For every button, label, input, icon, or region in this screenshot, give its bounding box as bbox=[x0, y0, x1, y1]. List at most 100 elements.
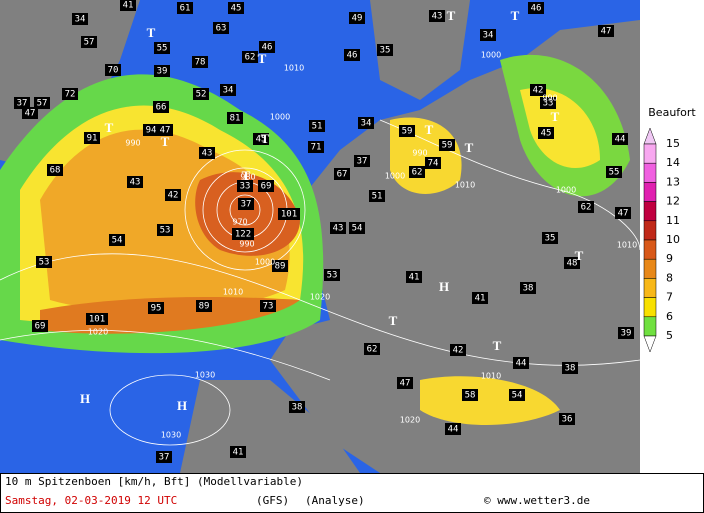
legend-level: 14 bbox=[666, 156, 680, 169]
legend-swatch bbox=[643, 258, 657, 279]
wind-label-box bbox=[157, 124, 173, 136]
wind-zone-10 bbox=[195, 172, 300, 256]
wind-zone-med bbox=[420, 376, 560, 425]
wind-label-box bbox=[358, 117, 374, 129]
legend-level: 10 bbox=[666, 233, 680, 246]
isobar-label: 1010 bbox=[481, 372, 501, 381]
wind-label: 69 bbox=[261, 182, 272, 192]
wind-label: 46 bbox=[531, 4, 542, 14]
wind-label-box bbox=[598, 25, 614, 37]
wind-label: 62 bbox=[367, 345, 378, 355]
wind-label: 35 bbox=[545, 234, 556, 244]
land-scandinavia bbox=[370, 0, 470, 100]
isobar-label: 990 bbox=[239, 240, 254, 249]
wind-label-box bbox=[260, 300, 276, 312]
footer-title: 10 m Spitzenboen [km/h, Bft] (Modellvari… bbox=[5, 475, 303, 488]
wind-label: 101 bbox=[89, 315, 105, 325]
wind-label-box bbox=[196, 300, 212, 312]
pressure-system: T bbox=[465, 140, 474, 155]
footer-run: (Analyse) bbox=[305, 494, 365, 507]
wind-label-box bbox=[220, 84, 236, 96]
wind-label: 91 bbox=[87, 134, 98, 144]
wind-label-box bbox=[154, 65, 170, 77]
wind-label: 54 bbox=[512, 391, 523, 401]
wind-label: 44 bbox=[516, 359, 527, 369]
wind-label-box bbox=[228, 2, 244, 14]
wind-label-box bbox=[154, 42, 170, 54]
wind-label-box bbox=[509, 389, 525, 401]
footer-credit: © www.wetter3.de bbox=[484, 494, 590, 507]
legend-level: 7 bbox=[666, 291, 673, 304]
wind-label-box bbox=[232, 228, 254, 240]
wind-label: 37 bbox=[241, 200, 252, 210]
pressure-system: T bbox=[261, 131, 270, 146]
wind-label-box bbox=[308, 141, 324, 153]
wind-label: 47 bbox=[400, 379, 411, 389]
wind-label-box bbox=[153, 101, 169, 113]
legend-level: 12 bbox=[666, 195, 680, 208]
wind-label: 54 bbox=[112, 236, 123, 246]
legend-level: 8 bbox=[666, 271, 673, 284]
wind-label-box bbox=[253, 133, 269, 145]
legend-bottom-arrow bbox=[643, 335, 657, 353]
wind-label: 43 bbox=[202, 149, 213, 159]
wind-label-box bbox=[62, 88, 78, 100]
wind-label: 67 bbox=[337, 170, 348, 180]
wind-label-box bbox=[369, 190, 385, 202]
wind-label: 94 bbox=[146, 126, 157, 136]
wind-label: 43 bbox=[333, 224, 344, 234]
wind-label-box bbox=[259, 41, 275, 53]
wind-label-box bbox=[542, 232, 558, 244]
wind-label: 71 bbox=[311, 143, 322, 153]
footer-date: Samstag, 02-03-2019 12 UTC bbox=[5, 494, 177, 507]
wind-label: 46 bbox=[262, 43, 273, 53]
wind-label-box bbox=[615, 207, 631, 219]
isobar-label: 1000 bbox=[556, 186, 576, 195]
wind-label: 70 bbox=[108, 66, 119, 76]
wind-label-box bbox=[109, 234, 125, 246]
pressure-system: T bbox=[105, 120, 114, 135]
land-africa bbox=[180, 380, 360, 473]
wind-label: 62 bbox=[581, 203, 592, 213]
wind-label: 95 bbox=[151, 304, 162, 314]
wind-label-box bbox=[618, 327, 634, 339]
wind-label-box bbox=[439, 139, 455, 151]
wind-label-box bbox=[165, 189, 181, 201]
wind-label: 38 bbox=[565, 364, 576, 374]
wind-label: 35 bbox=[380, 46, 391, 56]
isobar-label: 1000 bbox=[270, 113, 290, 122]
wind-label: 57 bbox=[84, 38, 95, 48]
isobar-label: 1020 bbox=[310, 293, 330, 302]
wind-label-box bbox=[540, 97, 556, 109]
wind-label: 59 bbox=[442, 141, 453, 151]
wind-label: 37 bbox=[159, 453, 170, 463]
wind-label-box bbox=[272, 260, 288, 272]
isobar-label: 1030 bbox=[161, 431, 181, 440]
wind-label-box bbox=[309, 120, 325, 132]
wind-label-box bbox=[364, 343, 380, 355]
wind-label-box bbox=[120, 0, 136, 11]
wind-label: 52 bbox=[196, 90, 207, 100]
isobar-label: 1000 bbox=[255, 258, 275, 267]
wind-label-box bbox=[84, 132, 100, 144]
isobar-label: 990 bbox=[412, 149, 427, 158]
wind-label: 63 bbox=[216, 24, 227, 34]
wind-label-box bbox=[193, 88, 209, 100]
wind-label-box bbox=[520, 282, 536, 294]
wind-label: 41 bbox=[409, 273, 420, 283]
wind-label: 34 bbox=[75, 15, 86, 25]
legend-level: 15 bbox=[666, 137, 680, 150]
wind-label: 43 bbox=[130, 178, 141, 188]
pressure-system: H bbox=[80, 391, 90, 406]
wind-label-box bbox=[528, 2, 544, 14]
wind-label-box bbox=[462, 389, 478, 401]
wind-label: 69 bbox=[35, 322, 46, 332]
pressure-system: T bbox=[425, 122, 434, 137]
legend-swatch bbox=[643, 278, 657, 298]
wind-label: 41 bbox=[233, 448, 244, 458]
pressure-system: T bbox=[493, 338, 502, 353]
wind-label: 39 bbox=[621, 329, 632, 339]
wind-label: 44 bbox=[448, 425, 459, 435]
wind-label-box bbox=[480, 29, 496, 41]
wind-label: 62 bbox=[412, 168, 423, 178]
